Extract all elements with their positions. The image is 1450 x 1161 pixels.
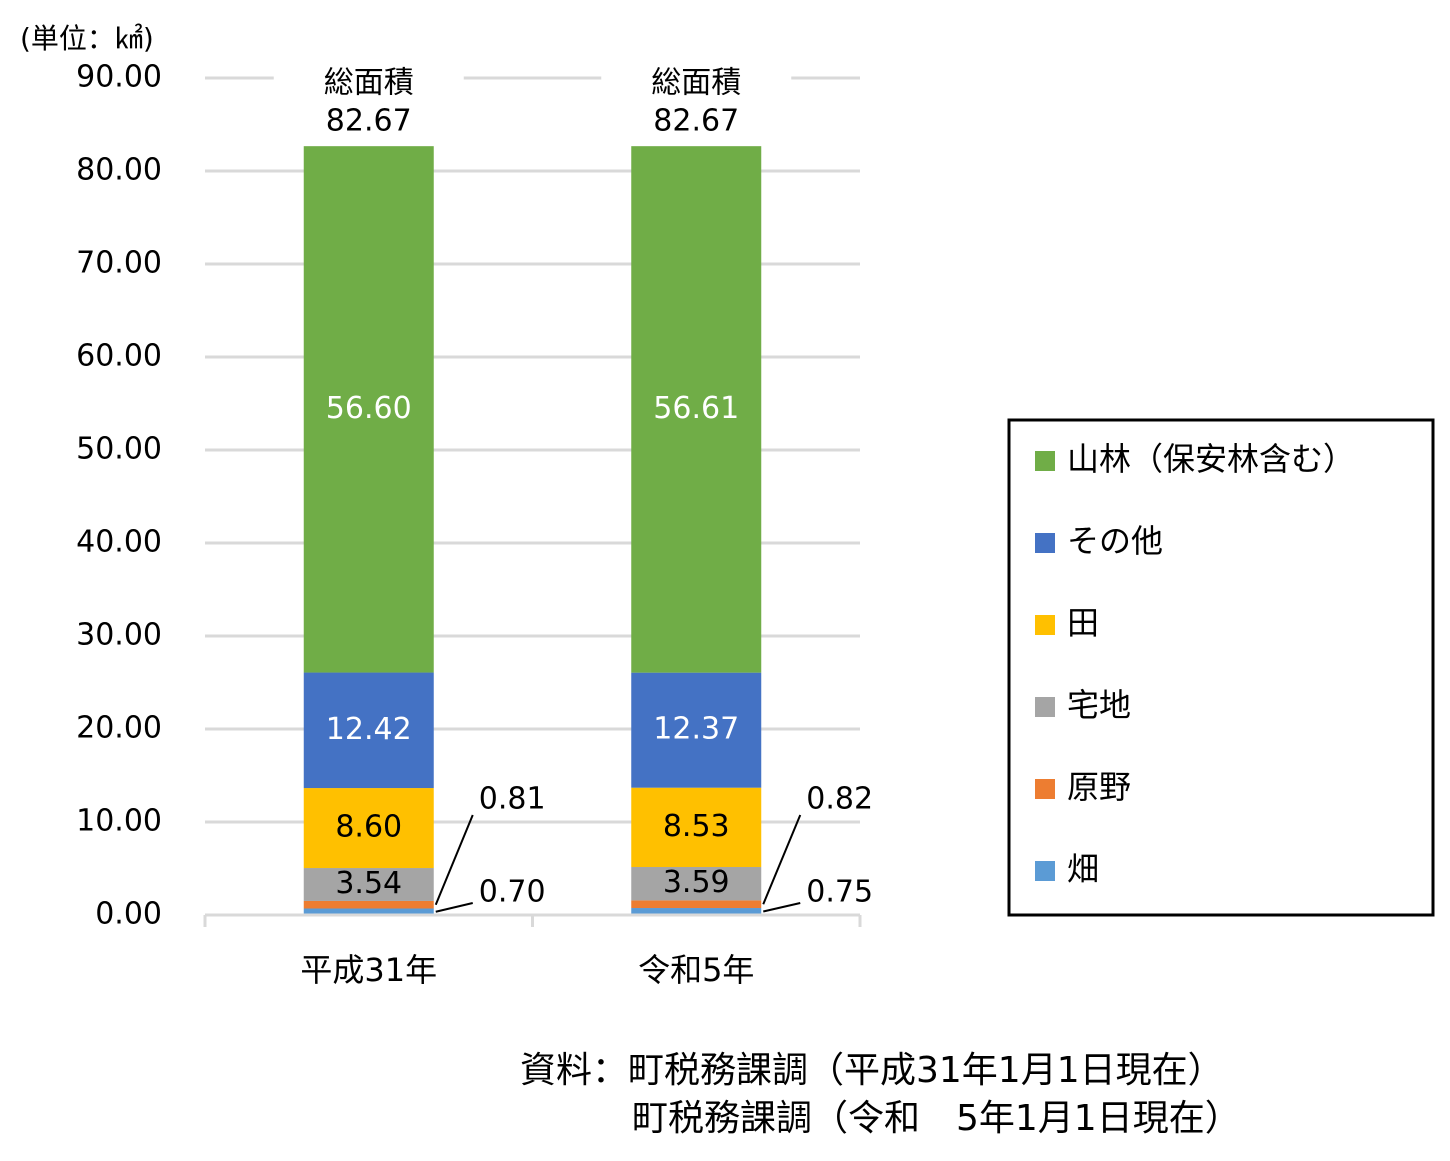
y-tick-label: 20.00 <box>76 711 162 746</box>
unit-label: (単位：㎢) <box>20 22 154 55</box>
data-label: 0.75 <box>806 875 873 910</box>
y-tick-label: 0.00 <box>95 897 162 932</box>
data-label: 12.37 <box>653 712 739 747</box>
bar-segment <box>631 672 762 788</box>
bar-segment <box>631 787 762 868</box>
legend-swatch <box>1035 451 1055 471</box>
leader-line <box>762 814 802 905</box>
total-label: 総面積 <box>651 66 741 101</box>
total-label-bg <box>601 64 792 143</box>
data-label: 56.61 <box>653 391 739 426</box>
bar-segment <box>303 868 434 901</box>
y-tick-label: 80.00 <box>76 153 162 188</box>
y-tick-label: 50.00 <box>76 432 162 467</box>
data-label: 8.60 <box>335 810 402 845</box>
x-tick-label: 令和5年 <box>638 951 754 989</box>
bar-segment <box>631 900 762 909</box>
x-tick-label: 平成31年 <box>300 951 437 989</box>
y-tick-label: 40.00 <box>76 525 162 560</box>
bar-segment <box>303 146 434 673</box>
data-label: 8.53 <box>663 809 730 844</box>
bar-segment <box>631 908 762 915</box>
data-label: 56.60 <box>326 391 412 426</box>
data-label: 3.59 <box>663 865 730 900</box>
legend-label: 田 <box>1067 604 1099 642</box>
y-tick-label: 70.00 <box>76 246 162 281</box>
leader-line <box>763 902 801 913</box>
legend-label: 山林（保安林含む） <box>1067 440 1355 478</box>
data-label: 12.42 <box>326 712 412 747</box>
legend-swatch <box>1035 533 1055 553</box>
data-label: 3.54 <box>335 866 402 901</box>
leader-line <box>435 902 473 913</box>
data-label: 0.82 <box>806 782 873 817</box>
bar-segment <box>303 908 434 915</box>
y-tick-label: 10.00 <box>76 804 162 839</box>
data-label: 0.70 <box>479 875 546 910</box>
legend-box <box>1007 418 1435 917</box>
total-label-bg <box>273 64 464 143</box>
legend-label: 畑 <box>1067 850 1099 888</box>
legend-label: 原野 <box>1067 768 1131 806</box>
total-value: 82.67 <box>326 104 412 139</box>
y-tick-label: 90.00 <box>76 60 162 95</box>
source-line: 町税務課調（令和 5年1月1日現在） <box>632 1098 1241 1139</box>
data-label: 0.81 <box>479 782 546 817</box>
y-tick-label: 30.00 <box>76 618 162 653</box>
legend-swatch <box>1035 779 1055 799</box>
bar-segment <box>631 867 762 901</box>
total-value: 82.67 <box>653 104 739 139</box>
source-line: 資料：町税務課調（平成31年1月1日現在） <box>520 1050 1224 1091</box>
leader-line <box>434 814 474 906</box>
bar-segment <box>303 900 434 909</box>
legend-label: 宅地 <box>1067 686 1131 724</box>
y-tick-label: 60.00 <box>76 339 162 374</box>
total-label: 総面積 <box>324 66 414 101</box>
legend-swatch <box>1035 615 1055 635</box>
legend-swatch <box>1035 697 1055 717</box>
bar-segment <box>631 146 762 673</box>
legend-swatch <box>1035 861 1055 881</box>
bar-segment <box>303 672 434 789</box>
legend-label: その他 <box>1067 522 1163 560</box>
bar-segment <box>303 788 434 869</box>
